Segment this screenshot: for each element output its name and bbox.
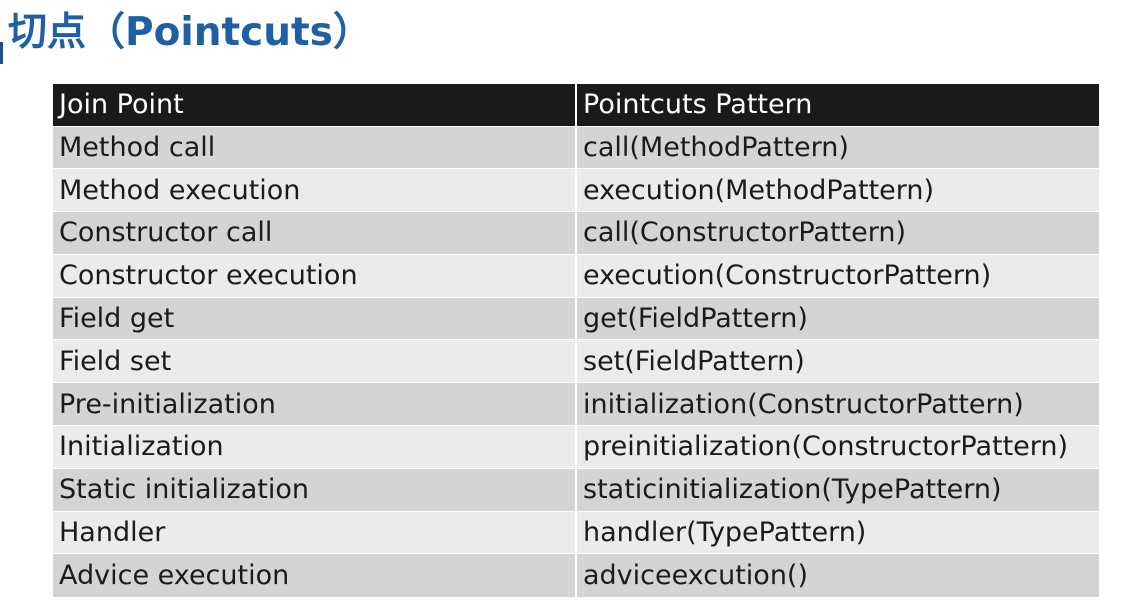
pattern-cell: set(FieldPattern) — [575, 339, 1099, 383]
table-row: Method execution execution(MethodPattern… — [53, 168, 1099, 212]
table-row: Constructor execution execution(Construc… — [53, 254, 1099, 298]
pattern-cell: handler(TypePattern) — [575, 511, 1099, 554]
table-row: Field get get(FieldPattern) — [53, 297, 1099, 340]
pattern-cell: call(ConstructorPattern) — [575, 211, 1099, 255]
join-point-cell: Field set — [53, 339, 576, 383]
pattern-cell: execution(MethodPattern) — [575, 168, 1099, 212]
pointcuts-table: Join Point Pointcuts Pattern Method call… — [53, 84, 1099, 597]
pattern-cell: execution(ConstructorPattern) — [575, 254, 1099, 298]
table-row: Handler handler(TypePattern) — [53, 511, 1099, 554]
join-point-cell: Method call — [53, 126, 576, 169]
table-row: Method call call(MethodPattern) — [53, 126, 1099, 169]
pattern-cell: initialization(ConstructorPattern) — [575, 382, 1099, 426]
join-point-cell: Static initialization — [53, 468, 576, 512]
table-row: Constructor call call(ConstructorPattern… — [53, 211, 1099, 255]
table-row: Pre-initialization initialization(Constr… — [53, 382, 1099, 426]
pattern-cell: call(MethodPattern) — [575, 126, 1099, 169]
table-row: Static initialization staticinitializati… — [53, 468, 1099, 512]
column-header-join-point: Join Point — [53, 84, 576, 126]
join-point-cell: Method execution — [53, 168, 576, 212]
table-header-row: Join Point Pointcuts Pattern — [53, 84, 1099, 126]
join-point-cell: Advice execution — [53, 553, 576, 597]
pattern-cell: adviceexcution() — [575, 553, 1099, 597]
pattern-cell: preinitialization(ConstructorPattern) — [575, 425, 1099, 469]
table-row: Advice execution adviceexcution() — [53, 553, 1099, 597]
join-point-cell: Pre-initialization — [53, 382, 576, 426]
column-header-pointcuts-pattern: Pointcuts Pattern — [575, 84, 1099, 126]
pattern-cell: get(FieldPattern) — [575, 297, 1099, 340]
slide-edge-accent — [0, 42, 3, 64]
table-row: Initialization preinitialization(Constru… — [53, 425, 1099, 469]
table-row: Field set set(FieldPattern) — [53, 339, 1099, 383]
page-title: 切点（Pointcuts） — [8, 10, 372, 55]
join-point-cell: Handler — [53, 511, 576, 554]
pattern-cell: staticinitialization(TypePattern) — [575, 468, 1099, 512]
join-point-cell: Field get — [53, 297, 576, 340]
join-point-cell: Initialization — [53, 425, 576, 469]
join-point-cell: Constructor call — [53, 211, 576, 255]
join-point-cell: Constructor execution — [53, 254, 576, 298]
